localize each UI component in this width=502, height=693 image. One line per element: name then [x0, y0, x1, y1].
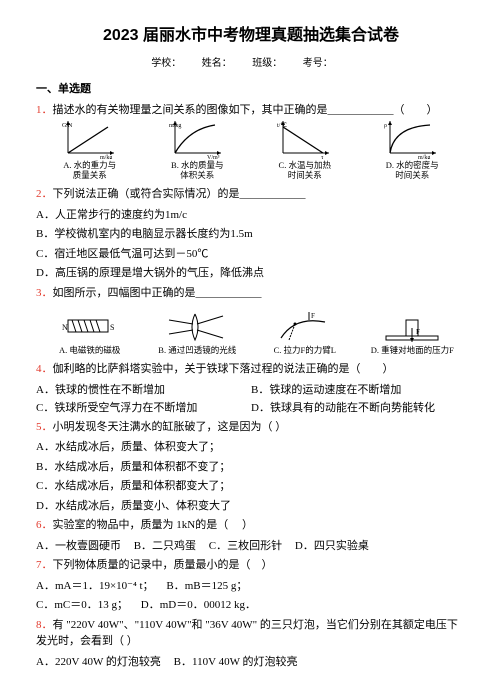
q4-opt-c: C．铁球所受空气浮力在不断增加 — [36, 400, 251, 417]
electromagnet-icon: N S — [60, 310, 120, 344]
q4-opt-a: A．铁球的惯性在不断增加 — [36, 382, 251, 399]
q7-row2: C．mC＝0．13 g； D．mD＝0．00012 kg． — [36, 597, 466, 614]
q1-fig-d: ρ m/kg D. 水的密度与 时间关系 — [359, 119, 467, 180]
q1-fig-c-caption: C. 水温与加热 时间关系 — [279, 160, 331, 179]
q4-opt-d: D．铁球具有的动能在不断向势能转化 — [251, 400, 466, 417]
q7-opt-c: C．mC＝0．13 g； — [36, 597, 128, 614]
q5-opt-d: D．水结成冰后，质量变小、体积变大了 — [36, 498, 466, 515]
lens-icon — [167, 310, 227, 344]
question-6: 6．实验室的物品中，质量为 1kN的是（ ） — [36, 517, 466, 534]
section-1-title: 一、单选题 — [36, 81, 466, 98]
q5-text: 小明发现冬天注满水的缸胀破了，这是因为（ ） — [53, 421, 287, 433]
q3-fig-b: B. 通过凹透镜的光线 — [144, 310, 252, 355]
q1-text: 描述水的有关物理量之间关系的图像如下，其中正确的是____________（ ） — [53, 104, 438, 116]
q3-figures: N S A. 电磁铁的磁极 B. 通过凹透镜的光线 F C. 拉力F的力臂L — [36, 305, 466, 355]
q1-figures: G/N m/kg A. 水的重力与 质量关系 m/kg V/m³ B. 水的质量… — [36, 122, 466, 180]
q1-fig-b-caption: B. 水的质量与 体积关系 — [171, 160, 223, 179]
question-7: 7．下列物体质量的记录中，质量最小的是（ ） — [36, 557, 466, 574]
q6-opt-b: B．二只鸡蛋 — [134, 538, 196, 555]
q7-opt-a: A．mA＝1．19×10⁻⁴ t； — [36, 578, 154, 595]
svg-text:m/kg: m/kg — [100, 155, 112, 159]
q2-opt-c: C．宿迁地区最低气温可达到－50℃ — [36, 246, 466, 263]
svg-text:N: N — [62, 323, 68, 332]
q2-opt-b: B．学校微机室内的电脑显示器长度约为1.5m — [36, 226, 466, 243]
q6-opt-d: D．四只实验桌 — [295, 538, 369, 555]
graph-icon-c: t/℃ τ — [277, 119, 333, 159]
svg-text:t/℃: t/℃ — [277, 123, 287, 129]
q1-fig-d-caption: D. 水的密度与 时间关系 — [386, 160, 439, 179]
q5-opt-a: A．水结成冰后，质量、体积变大了； — [36, 439, 466, 456]
q3-fig-b-caption: B. 通过凹透镜的光线 — [158, 345, 236, 355]
q6-opt-c: C．三枚回形针 — [209, 538, 282, 555]
q4-num: 4． — [36, 363, 53, 375]
q7-num: 7． — [36, 559, 53, 571]
svg-text:F: F — [416, 328, 420, 336]
svg-text:V/m³: V/m³ — [207, 155, 220, 159]
q1-fig-c: t/℃ τ C. 水温与加热 时间关系 — [251, 119, 359, 180]
q3-fig-d-caption: D. 重锤对地面的压力F — [371, 345, 454, 355]
q3-num: 3． — [36, 287, 53, 299]
page-title: 2023 届丽水市中考物理真题抽选集合试卷 — [36, 24, 466, 48]
q5-opt-b: B．水结成冰后，质量和体积都不变了； — [36, 459, 466, 476]
q1-fig-a: G/N m/kg A. 水的重力与 质量关系 — [36, 119, 144, 180]
svg-text:τ: τ — [321, 155, 324, 159]
q1-num: 1． — [36, 104, 53, 116]
question-3: 3．如图所示，四幅图中正确的是____________ — [36, 285, 466, 302]
q7-opt-d: D．mD＝0．00012 kg． — [141, 597, 256, 614]
q7-text: 下列物体质量的记录中，质量最小的是（ ） — [53, 559, 273, 571]
q3-fig-c-caption: C. 拉力F的力臂L — [274, 345, 336, 355]
q6-num: 6． — [36, 519, 53, 531]
q6-text: 实验室的物品中，质量为 1kN的是（ ） — [53, 519, 253, 531]
q4-opt-b: B．铁球的运动速度在不断增加 — [251, 382, 466, 399]
svg-text:m/kg: m/kg — [169, 123, 181, 129]
q8-options: A．220V 40W 的灯泡较亮 B．110V 40W 的灯泡较亮 — [36, 654, 466, 671]
question-4: 4．伽利略的比萨斜塔实验中，关于铁球下落过程的说法正确的是（ ） — [36, 361, 466, 378]
question-1: 1．描述水的有关物理量之间关系的图像如下，其中正确的是____________（… — [36, 102, 466, 119]
q6-options: A．一枚壹圆硬币 B．二只鸡蛋 C．三枚回形针 D．四只实验桌 — [36, 538, 466, 555]
svg-text:G/N: G/N — [62, 123, 73, 129]
q8-opt-a: A．220V 40W 的灯泡较亮 — [36, 654, 161, 671]
svg-text:m/kg: m/kg — [418, 155, 430, 159]
q6-opt-a: A．一枚壹圆硬币 — [36, 538, 121, 555]
q2-opt-a: A．人正常步行的速度约为1m/c — [36, 207, 466, 224]
graph-icon-d: ρ m/kg — [384, 119, 440, 159]
q1-fig-a-caption: A. 水的重力与 质量关系 — [63, 160, 116, 179]
class-label: 班级： — [252, 58, 282, 69]
meta-row: 学校： 姓名： 班级： 考号： — [36, 56, 466, 71]
svg-text:ρ: ρ — [384, 123, 387, 129]
graph-icon-a: G/N m/kg — [62, 119, 118, 159]
q5-opt-c: C．水结成冰后，质量和体积都变大了； — [36, 478, 466, 495]
q3-fig-c: F C. 拉力F的力臂L — [251, 310, 359, 355]
question-5: 5．小明发现冬天注满水的缸胀破了，这是因为（ ） — [36, 419, 466, 436]
examno-label: 考号： — [303, 58, 333, 69]
question-8: 8．有 "220V 40W"、"110V 40W"和 "36V 40W" 的三只… — [36, 617, 466, 650]
q3-fig-a-caption: A. 电磁铁的磁极 — [59, 345, 120, 355]
q4-text: 伽利略的比萨斜塔实验中，关于铁球下落过程的说法正确的是（ ） — [53, 363, 394, 375]
q2-opt-d: D．高压锅的原理是增大锅外的气压，降低沸点 — [36, 265, 466, 282]
q2-text: 下列说法正确（或符合实际情况）的是____________ — [53, 188, 306, 200]
svg-text:S: S — [110, 323, 114, 332]
name-label: 姓名： — [202, 58, 232, 69]
lever-icon: F — [275, 310, 335, 344]
q4-options: A．铁球的惯性在不断增加 B．铁球的运动速度在不断增加 C．铁球所受空气浮力在不… — [36, 382, 466, 419]
q3-fig-a: N S A. 电磁铁的磁极 — [36, 310, 144, 355]
q1-fig-b: m/kg V/m³ B. 水的质量与 体积关系 — [144, 119, 252, 180]
q2-num: 2． — [36, 188, 53, 200]
school-label: 学校： — [151, 58, 181, 69]
question-2: 2．下列说法正确（或符合实际情况）的是____________ — [36, 186, 466, 203]
svg-text:F: F — [311, 312, 315, 320]
q7-opt-b: B．mB＝125 g； — [166, 578, 247, 595]
weight-icon: F — [382, 310, 442, 344]
q3-fig-d: F D. 重锤对地面的压力F — [359, 310, 467, 355]
q8-text: 有 "220V 40W"、"110V 40W"和 "36V 40W" 的三只灯泡… — [36, 619, 458, 648]
q8-num: 8． — [36, 619, 53, 631]
q3-text: 如图所示，四幅图中正确的是____________ — [53, 287, 262, 299]
graph-icon-b: m/kg V/m³ — [169, 119, 225, 159]
q8-opt-b: B．110V 40W 的灯泡较亮 — [174, 654, 298, 671]
q7-row1: A．mA＝1．19×10⁻⁴ t； B．mB＝125 g； — [36, 578, 466, 595]
q5-num: 5． — [36, 421, 53, 433]
